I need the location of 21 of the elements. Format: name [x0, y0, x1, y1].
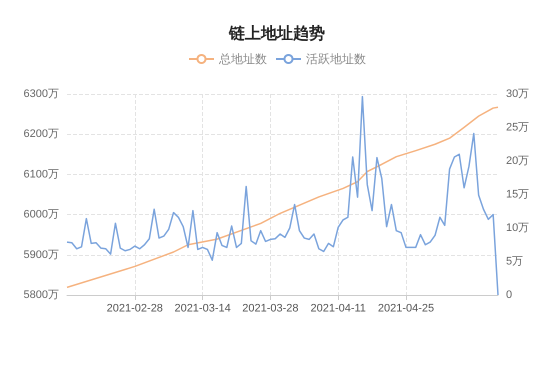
y2-tick-label: 30万 [506, 88, 530, 100]
y-tick-label: 6100万 [24, 168, 59, 180]
chart-title: 链上地址趋势 [228, 24, 325, 42]
x-tick-label: 2021-03-14 [174, 302, 231, 314]
x-tick-label: 2021-04-25 [378, 302, 434, 314]
y-tick-label: 5800万 [24, 289, 59, 301]
y2-tick-label: 20万 [506, 155, 530, 167]
y-tick-label: 6000万 [24, 208, 59, 221]
legend-label: 总地址数 [218, 52, 267, 66]
x-tick-label: 2021-02-28 [106, 302, 163, 314]
y2-tick-label: 5万 [506, 256, 524, 268]
y2-tick-label: 25万 [506, 122, 530, 134]
y2-tick-label: 0 [506, 289, 512, 301]
x-tick-label: 2021-04-11 [310, 302, 366, 314]
y-tick-label: 6300万 [24, 88, 59, 100]
y-tick-label: 5900万 [24, 248, 59, 261]
y2-tick-label: 15万 [506, 188, 530, 200]
y2-tick-label: 10万 [506, 222, 530, 234]
legend-label: 活跃地址数 [306, 52, 366, 66]
x-tick-label: 2021-03-28 [242, 302, 299, 314]
y-tick-label: 6200万 [24, 128, 59, 140]
